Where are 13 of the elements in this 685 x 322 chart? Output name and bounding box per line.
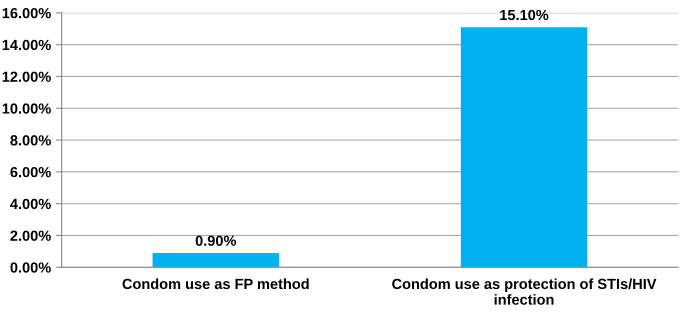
data-label: 15.10% xyxy=(500,10,548,20)
y-tick-label: 16.00% xyxy=(2,8,51,18)
y-tick-label: 4.00% xyxy=(10,198,51,210)
y-tick-label: 12.00% xyxy=(2,72,51,82)
x-tick-label: Condom use as FP method xyxy=(122,278,309,290)
y-tick-label: 0.00% xyxy=(10,262,51,273)
x-tick-label: Condom use as protection of STIs/HIV infection xyxy=(392,278,656,305)
y-tick-label: 10.00% xyxy=(2,103,51,114)
data-label: 0.90% xyxy=(196,236,236,246)
y-tick-label: 6.00% xyxy=(10,166,51,178)
y-tick-label: 2.00% xyxy=(10,230,51,241)
y-tick-label: 14.00% xyxy=(2,40,51,50)
y-tick-label: 8.00% xyxy=(10,135,51,146)
